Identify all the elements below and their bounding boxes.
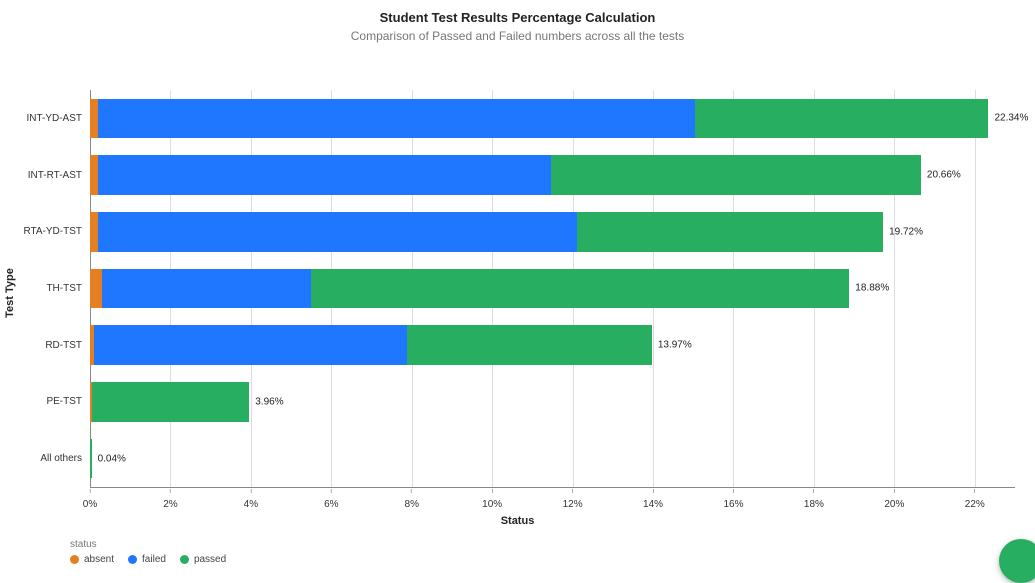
- bar-track: 19.72%: [90, 212, 1015, 252]
- x-tick: 4%: [244, 489, 258, 510]
- bar-rows: INT-YD-AST22.34% INT-RT-AST20.66% RTA-YD-T…: [90, 90, 1015, 487]
- bar-row: INT-RT-AST20.66%: [90, 155, 1015, 195]
- legend: status absent failed passed: [70, 539, 226, 565]
- bar-track: 3.96%: [90, 382, 1015, 422]
- x-tick: 10%: [482, 489, 502, 510]
- y-tick-label: RD-TST: [45, 340, 82, 351]
- bar-segment-failed[interactable]: [94, 325, 406, 365]
- bar-total-label: 0.04%: [98, 453, 126, 464]
- x-tick-label: 8%: [405, 499, 419, 510]
- bar-segment-absent[interactable]: [90, 99, 98, 139]
- bar-row: RTA-YD-TST19.72%: [90, 212, 1015, 252]
- bar-total-label: 13.97%: [658, 340, 692, 351]
- bar-segment-absent[interactable]: [90, 269, 102, 309]
- bar-total-label: 22.34%: [994, 113, 1028, 124]
- x-tick: 0%: [83, 489, 97, 510]
- legend-item-passed[interactable]: passed: [180, 554, 226, 565]
- bar-row: INT-YD-AST22.34%: [90, 99, 1015, 139]
- bar-segment-failed[interactable]: [98, 155, 551, 195]
- x-tick-label: 18%: [804, 499, 824, 510]
- bar-segment-passed[interactable]: [311, 269, 849, 309]
- bar-row: All others0.04%: [90, 439, 1015, 479]
- legend-item-failed[interactable]: failed: [128, 554, 166, 565]
- y-tick-label: INT-RT-AST: [28, 170, 82, 181]
- x-tick-label: 10%: [482, 499, 502, 510]
- bar-segment-absent[interactable]: [90, 212, 98, 252]
- legend-title: status: [70, 539, 226, 550]
- x-tick: 16%: [723, 489, 743, 510]
- bar-total-label: 18.88%: [855, 283, 889, 294]
- x-axis-line: [90, 487, 1015, 488]
- legend-label: absent: [84, 554, 114, 565]
- bar-segment-passed[interactable]: [551, 155, 921, 195]
- bar-track: 18.88%: [90, 269, 1015, 309]
- y-tick-label: INT-YD-AST: [26, 113, 82, 124]
- x-tick: 22%: [965, 489, 985, 510]
- x-tick-label: 14%: [643, 499, 663, 510]
- legend-swatch: [128, 555, 137, 564]
- x-tick-label: 0%: [83, 499, 97, 510]
- y-tick-label: All others: [40, 453, 82, 464]
- bar-track: 0.04%: [90, 439, 1015, 479]
- chart-title: Student Test Results Percentage Calculat…: [0, 10, 1035, 25]
- bar-total-label: 20.66%: [927, 170, 961, 181]
- bar-segment-passed[interactable]: [90, 439, 92, 479]
- x-tick: 20%: [884, 489, 904, 510]
- bar-segment-failed[interactable]: [102, 269, 311, 309]
- legend-item-absent[interactable]: absent: [70, 554, 114, 565]
- bar-segment-passed[interactable]: [695, 99, 989, 139]
- y-axis-title: Test Type: [4, 268, 16, 318]
- bar-track: 13.97%: [90, 325, 1015, 365]
- legend-swatch: [180, 555, 189, 564]
- x-tick-label: 20%: [884, 499, 904, 510]
- bar-total-label: 3.96%: [255, 396, 283, 407]
- floating-action-button[interactable]: [999, 539, 1035, 583]
- plot-area: INT-YD-AST22.34% INT-RT-AST20.66% RTA-YD-T…: [90, 90, 1015, 487]
- x-tick-label: 12%: [563, 499, 583, 510]
- x-tick: 14%: [643, 489, 663, 510]
- bar-row: TH-TST18.88%: [90, 269, 1015, 309]
- y-tick-label: TH-TST: [46, 283, 82, 294]
- legend-items: absent failed passed: [70, 554, 226, 565]
- bar-track: 20.66%: [90, 155, 1015, 195]
- x-tick-label: 2%: [163, 499, 177, 510]
- x-tick: 12%: [563, 489, 583, 510]
- x-tick: 8%: [405, 489, 419, 510]
- x-axis: 0%2%4%6%8%10%12%14%16%18%20%22%: [90, 489, 1015, 513]
- bar-segment-failed[interactable]: [98, 212, 577, 252]
- bar-track: 22.34%: [90, 99, 1015, 139]
- x-tick-label: 6%: [324, 499, 338, 510]
- x-tick: 18%: [804, 489, 824, 510]
- legend-label: passed: [194, 554, 226, 565]
- bar-total-label: 19.72%: [889, 226, 923, 237]
- x-tick-label: 22%: [965, 499, 985, 510]
- x-tick: 2%: [163, 489, 177, 510]
- x-tick-label: 16%: [723, 499, 743, 510]
- y-tick-label: PE-TST: [46, 396, 82, 407]
- x-tick-label: 4%: [244, 499, 258, 510]
- bar-segment-passed[interactable]: [92, 382, 249, 422]
- x-axis-title: Status: [501, 515, 535, 527]
- legend-swatch: [70, 555, 79, 564]
- bar-segment-passed[interactable]: [577, 212, 883, 252]
- bar-segment-passed[interactable]: [407, 325, 652, 365]
- chart-subtitle: Comparison of Passed and Failed numbers …: [0, 29, 1035, 43]
- bar-row: PE-TST3.96%: [90, 382, 1015, 422]
- bar-row: RD-TST13.97%: [90, 325, 1015, 365]
- y-tick-label: RTA-YD-TST: [23, 226, 82, 237]
- bar-segment-absent[interactable]: [90, 155, 98, 195]
- legend-label: failed: [142, 554, 166, 565]
- x-tick: 6%: [324, 489, 338, 510]
- chart-container: Student Test Results Percentage Calculat…: [0, 10, 1035, 575]
- bar-segment-failed[interactable]: [98, 99, 695, 139]
